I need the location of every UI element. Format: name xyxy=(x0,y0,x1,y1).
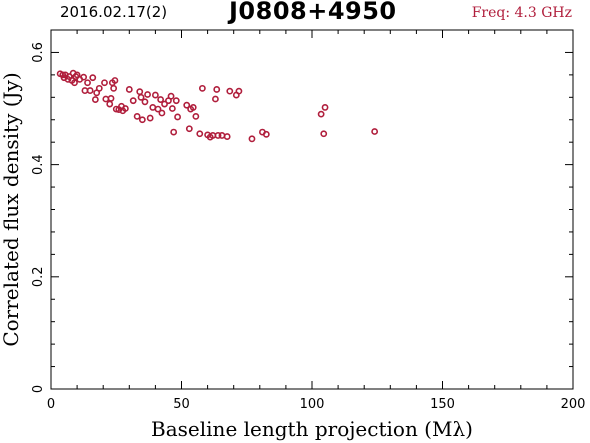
tick-labels: 0 50 100 150 200 0 0.2 0.4 0.6 xyxy=(31,42,585,412)
data-point xyxy=(226,87,234,95)
y-tick-label: 0.4 xyxy=(31,154,46,175)
y-tick-label: 0.6 xyxy=(31,42,46,63)
data-point xyxy=(95,84,103,92)
data-point xyxy=(170,128,178,136)
axis-ticks xyxy=(50,29,574,390)
data-point xyxy=(196,130,204,138)
x-tick-label: 150 xyxy=(430,397,455,412)
frequency-label: Freq: 4.3 GHz xyxy=(471,5,572,21)
data-point xyxy=(158,109,166,117)
y-axis-label: Correlated flux density (Jy) xyxy=(0,72,23,346)
data-point xyxy=(218,132,226,139)
source-name-title: J0808+4950 xyxy=(229,0,397,25)
data-point xyxy=(138,116,146,124)
data-point xyxy=(125,86,133,93)
data-point xyxy=(320,130,328,138)
data-point xyxy=(101,79,108,87)
data-point xyxy=(174,113,181,121)
data-point xyxy=(144,91,151,98)
y-tick-label: 0.2 xyxy=(31,266,46,287)
data-points xyxy=(56,69,379,143)
data-point xyxy=(167,92,175,100)
data-point xyxy=(146,114,154,122)
data-point xyxy=(106,100,114,108)
data-point xyxy=(213,86,221,93)
data-point xyxy=(71,79,78,87)
data-point xyxy=(141,98,149,106)
data-point xyxy=(81,87,89,94)
x-tick-label: 200 xyxy=(561,397,586,412)
observation-date-label: 2016.02.17(2) xyxy=(60,3,168,21)
data-point xyxy=(84,79,91,87)
data-point xyxy=(317,110,325,118)
data-point xyxy=(157,96,165,103)
data-point xyxy=(136,88,144,96)
data-point xyxy=(185,125,193,133)
data-point xyxy=(235,87,243,95)
data-point xyxy=(154,105,162,113)
data-point xyxy=(214,132,222,139)
data-point xyxy=(248,135,256,143)
data-point xyxy=(168,105,176,112)
data-point xyxy=(321,104,329,111)
x-tick-label: 0 xyxy=(47,397,55,412)
data-point xyxy=(86,87,94,94)
data-point xyxy=(149,104,157,111)
data-point xyxy=(89,74,97,82)
data-point xyxy=(80,73,88,81)
data-point xyxy=(107,95,115,102)
data-point xyxy=(189,104,197,111)
data-point xyxy=(161,100,168,108)
data-point xyxy=(172,97,180,105)
x-axis-label: Baseline length projection (Mλ) xyxy=(151,417,473,441)
data-point xyxy=(133,112,141,120)
data-point xyxy=(110,84,118,92)
data-point xyxy=(262,130,270,138)
data-point xyxy=(137,93,145,101)
data-point xyxy=(129,97,137,105)
y-tick-label: 0 xyxy=(31,385,46,393)
data-point xyxy=(102,95,110,103)
data-point xyxy=(183,101,191,109)
data-point xyxy=(371,128,379,135)
data-point xyxy=(121,105,129,112)
data-point xyxy=(198,84,206,92)
data-point xyxy=(223,133,231,140)
data-point xyxy=(111,77,119,84)
data-point xyxy=(91,96,99,103)
data-point xyxy=(212,95,219,103)
x-tick-label: 50 xyxy=(173,397,190,412)
data-point xyxy=(192,112,200,120)
x-tick-label: 100 xyxy=(300,397,325,412)
plot-frame xyxy=(50,29,574,390)
data-point xyxy=(151,91,159,99)
